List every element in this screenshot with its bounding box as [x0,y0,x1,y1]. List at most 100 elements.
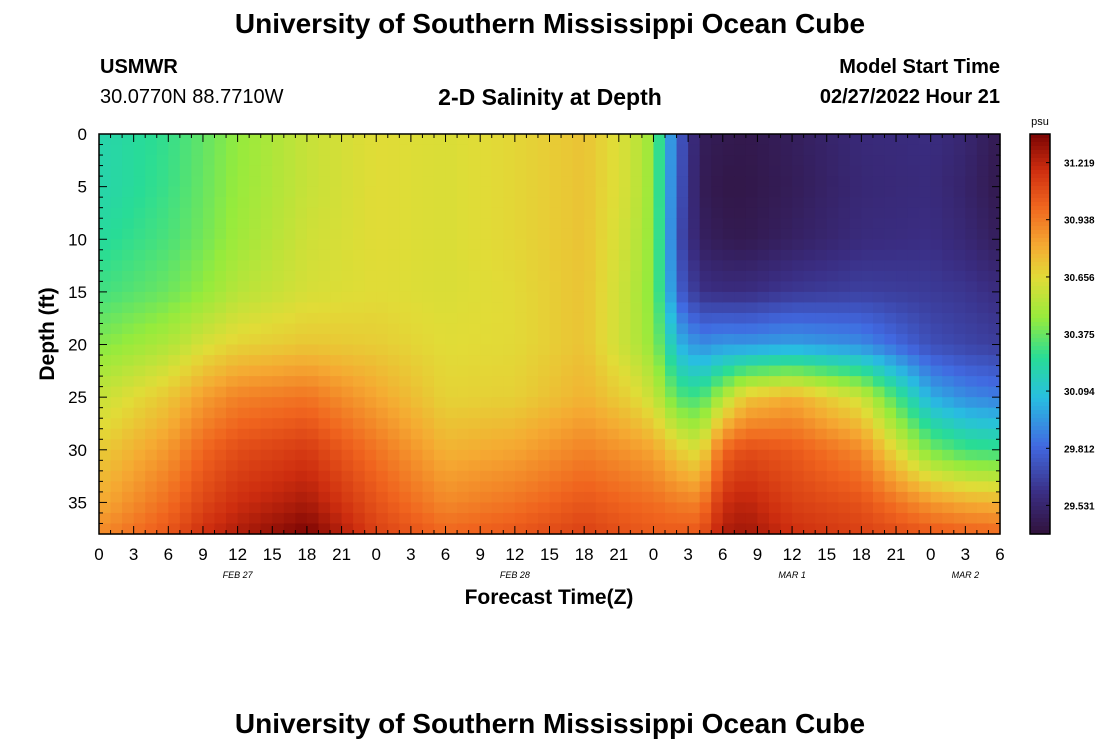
heatmap-cell [272,249,285,261]
heatmap-cell [780,397,793,409]
heatmap-cell [780,165,793,177]
heatmap-cell [480,481,493,493]
heatmap-cell [688,323,701,335]
heatmap-cell [653,334,666,346]
heatmap-cell [919,239,932,251]
heatmap-cell [803,397,816,409]
heatmap-cell [295,481,308,493]
heatmap-cell [711,302,724,314]
heatmap-cell [676,239,689,251]
heatmap-cell [561,281,574,293]
heatmap-cell [491,344,504,356]
heatmap-cell [110,176,123,188]
heatmap-cell [849,302,862,314]
heatmap-cell [838,176,851,188]
heatmap-cell [665,312,678,325]
heatmap-cell [457,418,470,430]
x-tick-labels: 0 3 6 9 12 15 18 21 0 3 6 9 12 15 18 21 0 3 6 9 12 15 18 21 0 3 6 [94,545,1004,564]
heatmap-cell [561,186,574,198]
heatmap-cell [110,418,123,430]
heatmap-cell [607,165,620,177]
heatmap-cell [907,207,920,219]
heatmap-cell [838,239,851,251]
heatmap-cell [249,239,262,251]
heatmap-cell [318,397,331,409]
heatmap-cell [699,523,712,535]
heatmap-cell [283,228,296,240]
heatmap-cell [133,365,146,377]
heatmap-cell [653,481,666,493]
heatmap-cell [988,418,1001,430]
heatmap-cell [792,186,805,198]
heatmap-cell [607,449,620,461]
heatmap-cell [122,270,135,282]
heatmap-cell [179,355,193,367]
heatmap-cell [641,523,655,535]
heatmap-cell [688,186,701,198]
heatmap-cell [318,281,331,293]
heatmap-cell [249,491,262,504]
heatmap-cell [191,228,204,240]
heatmap-cell [896,334,909,346]
heatmap-cell [237,228,250,240]
heatmap-cell [249,365,262,377]
heatmap-cell [318,165,331,177]
heatmap-cell [965,228,978,240]
heatmap-cell [99,355,112,367]
heatmap-cell [699,176,712,188]
heatmap-cell [711,386,724,398]
heatmap-cell [341,228,354,240]
heatmap-cell [792,239,805,251]
heatmap-cell [191,176,204,188]
heatmap-cell [607,512,620,525]
heatmap-cell [514,334,527,346]
heatmap-cell [595,323,608,335]
heatmap-cell [202,144,216,156]
heatmap-cell [433,218,447,230]
heatmap-cell [133,228,146,240]
heatmap-cell [803,418,816,430]
heatmap-cell [872,407,886,419]
heatmap-cell [849,207,862,219]
heatmap-cell [745,449,759,461]
heatmap-cell [872,355,886,367]
heatmap-cell [722,197,735,209]
heatmap-cell [272,376,285,388]
colorbar-ticks: 31.21930.93830.65630.37530.09429.81229.5… [1046,159,1095,512]
heatmap-cell [122,449,135,461]
heatmap-cell [145,355,158,367]
heatmap-cell [353,134,366,146]
heatmap-cell [283,249,296,261]
heatmap-cell [699,512,712,525]
heatmap-cell [272,228,285,240]
heatmap-cell [249,418,262,430]
heatmap-cell [757,302,770,314]
heatmap-cell [399,344,412,356]
heatmap-cell [295,165,308,177]
heatmap-cell [561,512,574,525]
heatmap-cell [133,344,146,356]
heatmap-cell [503,449,516,461]
heatmap-cell [514,460,527,472]
colorbar-segment [1030,382,1050,387]
heatmap-cell [595,523,608,535]
heatmap-cell [965,186,978,198]
heatmap-cell [665,439,678,451]
heatmap-cell [457,134,470,146]
heatmap-cell [503,523,516,535]
heatmap-cell [387,397,400,409]
heatmap-cell [688,165,701,177]
heatmap-cell [884,397,897,409]
heatmap-cell [722,428,735,440]
heatmap-cell [630,481,643,493]
heatmap-cell [561,418,574,430]
heatmap-cell [896,428,909,440]
heatmap-cell [179,144,193,156]
x-tick-label: 15 [817,545,836,564]
heatmap-cell [156,260,169,272]
heatmap-cell [618,134,631,146]
colorbar-segment [1030,210,1050,215]
heatmap-cell [884,312,897,325]
heatmap-cell [561,323,574,335]
heatmap-cell [803,365,816,377]
